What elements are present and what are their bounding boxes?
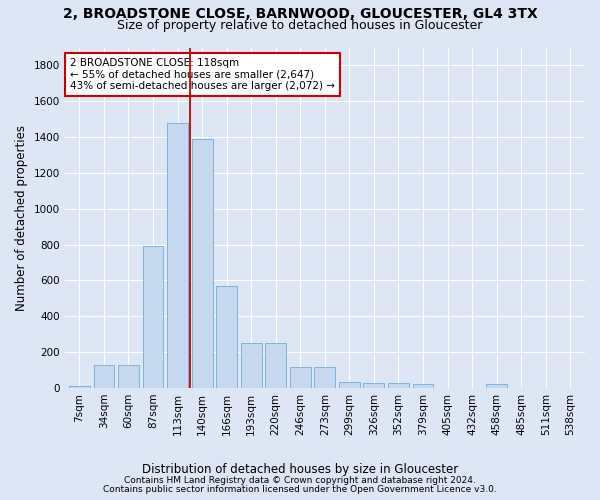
Bar xyxy=(167,123,188,388)
Bar xyxy=(118,364,139,388)
Bar xyxy=(143,246,163,388)
Bar xyxy=(339,382,360,388)
Bar xyxy=(94,364,115,388)
Text: Size of property relative to detached houses in Gloucester: Size of property relative to detached ho… xyxy=(118,18,482,32)
Bar xyxy=(265,343,286,388)
Bar xyxy=(69,386,90,388)
Bar xyxy=(314,368,335,388)
Bar xyxy=(413,384,433,388)
Bar xyxy=(191,139,212,388)
Bar xyxy=(290,368,311,388)
Text: 2, BROADSTONE CLOSE, BARNWOOD, GLOUCESTER, GL4 3TX: 2, BROADSTONE CLOSE, BARNWOOD, GLOUCESTE… xyxy=(62,8,538,22)
Y-axis label: Number of detached properties: Number of detached properties xyxy=(15,125,28,311)
Bar xyxy=(486,384,507,388)
Text: Distribution of detached houses by size in Gloucester: Distribution of detached houses by size … xyxy=(142,462,458,475)
Text: Contains public sector information licensed under the Open Government Licence v3: Contains public sector information licen… xyxy=(103,485,497,494)
Text: Contains HM Land Registry data © Crown copyright and database right 2024.: Contains HM Land Registry data © Crown c… xyxy=(124,476,476,485)
Bar xyxy=(364,382,385,388)
Bar xyxy=(388,382,409,388)
Bar xyxy=(216,286,237,388)
Bar xyxy=(241,343,262,388)
Text: 2 BROADSTONE CLOSE: 118sqm
← 55% of detached houses are smaller (2,647)
43% of s: 2 BROADSTONE CLOSE: 118sqm ← 55% of deta… xyxy=(70,58,335,91)
